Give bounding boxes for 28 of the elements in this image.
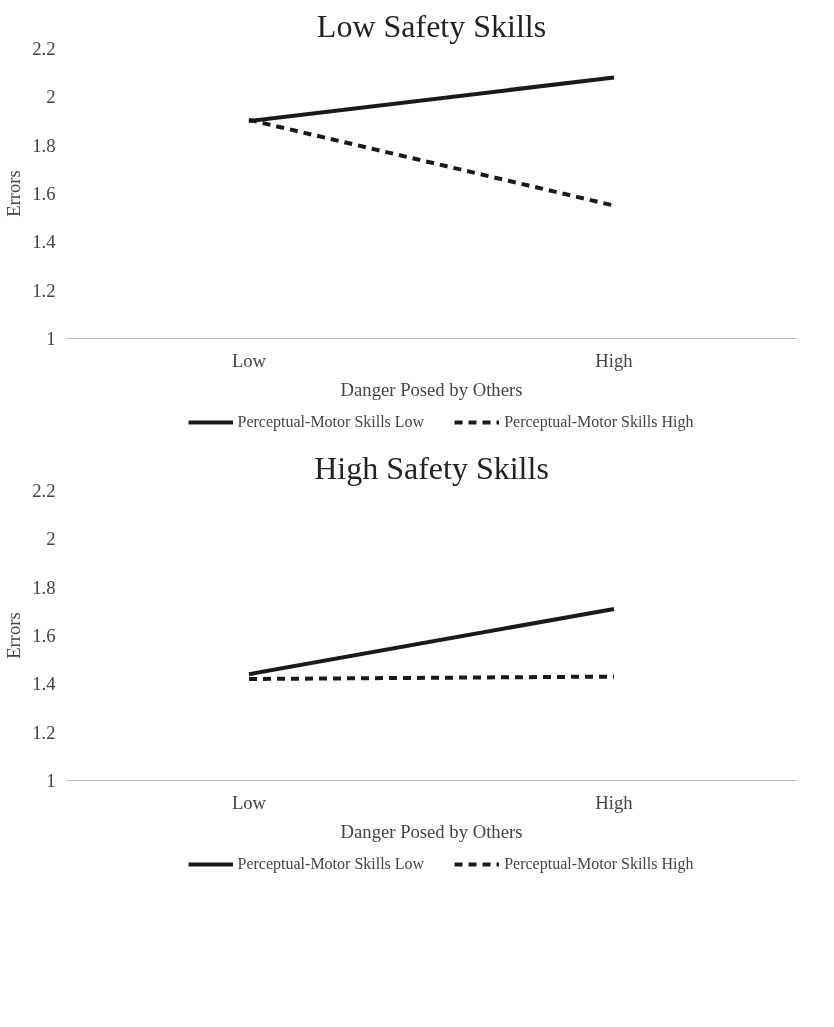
y-axis-title: Errors: [3, 612, 25, 659]
y-tick-label: 1.6: [32, 183, 56, 204]
y-tick-label: 1.8: [32, 134, 56, 156]
y-tick-label: 1.2: [32, 721, 56, 743]
y-tick-label: 1: [46, 328, 56, 349]
legend-label: Perceptual-Motor Skills High: [504, 413, 694, 431]
chart-title: Low Safety Skills: [316, 7, 547, 44]
legend-label: Perceptual-Motor Skills High: [504, 855, 694, 873]
y-tick-label: 2: [46, 86, 56, 108]
x-tick-label: High: [595, 791, 634, 813]
y-tick-label: 2: [46, 528, 56, 550]
x-axis-title: Danger Posed by Others: [340, 378, 523, 400]
legend-label: Perceptual-Motor Skills Low: [237, 855, 425, 873]
y-tick-label: 2.2: [32, 38, 56, 59]
y-tick-label: 2.2: [32, 480, 56, 501]
chart-title: High Safety Skills: [314, 449, 549, 486]
legend-label: Perceptual-Motor Skills Low: [237, 413, 425, 431]
x-axis-title: Danger Posed by Others: [340, 820, 523, 842]
x-tick-label: High: [595, 349, 634, 371]
x-tick-label: Low: [231, 791, 267, 813]
y-tick-label: 1.2: [32, 279, 56, 301]
x-tick-label: Low: [231, 349, 267, 371]
y-tick-label: 1.6: [32, 625, 56, 646]
y-tick-label: 1.8: [32, 576, 56, 598]
y-tick-label: 1.4: [32, 673, 57, 695]
y-tick-label: 1.4: [32, 231, 57, 253]
y-tick-label: 1: [46, 770, 56, 791]
y-axis-title: Errors: [3, 170, 25, 217]
